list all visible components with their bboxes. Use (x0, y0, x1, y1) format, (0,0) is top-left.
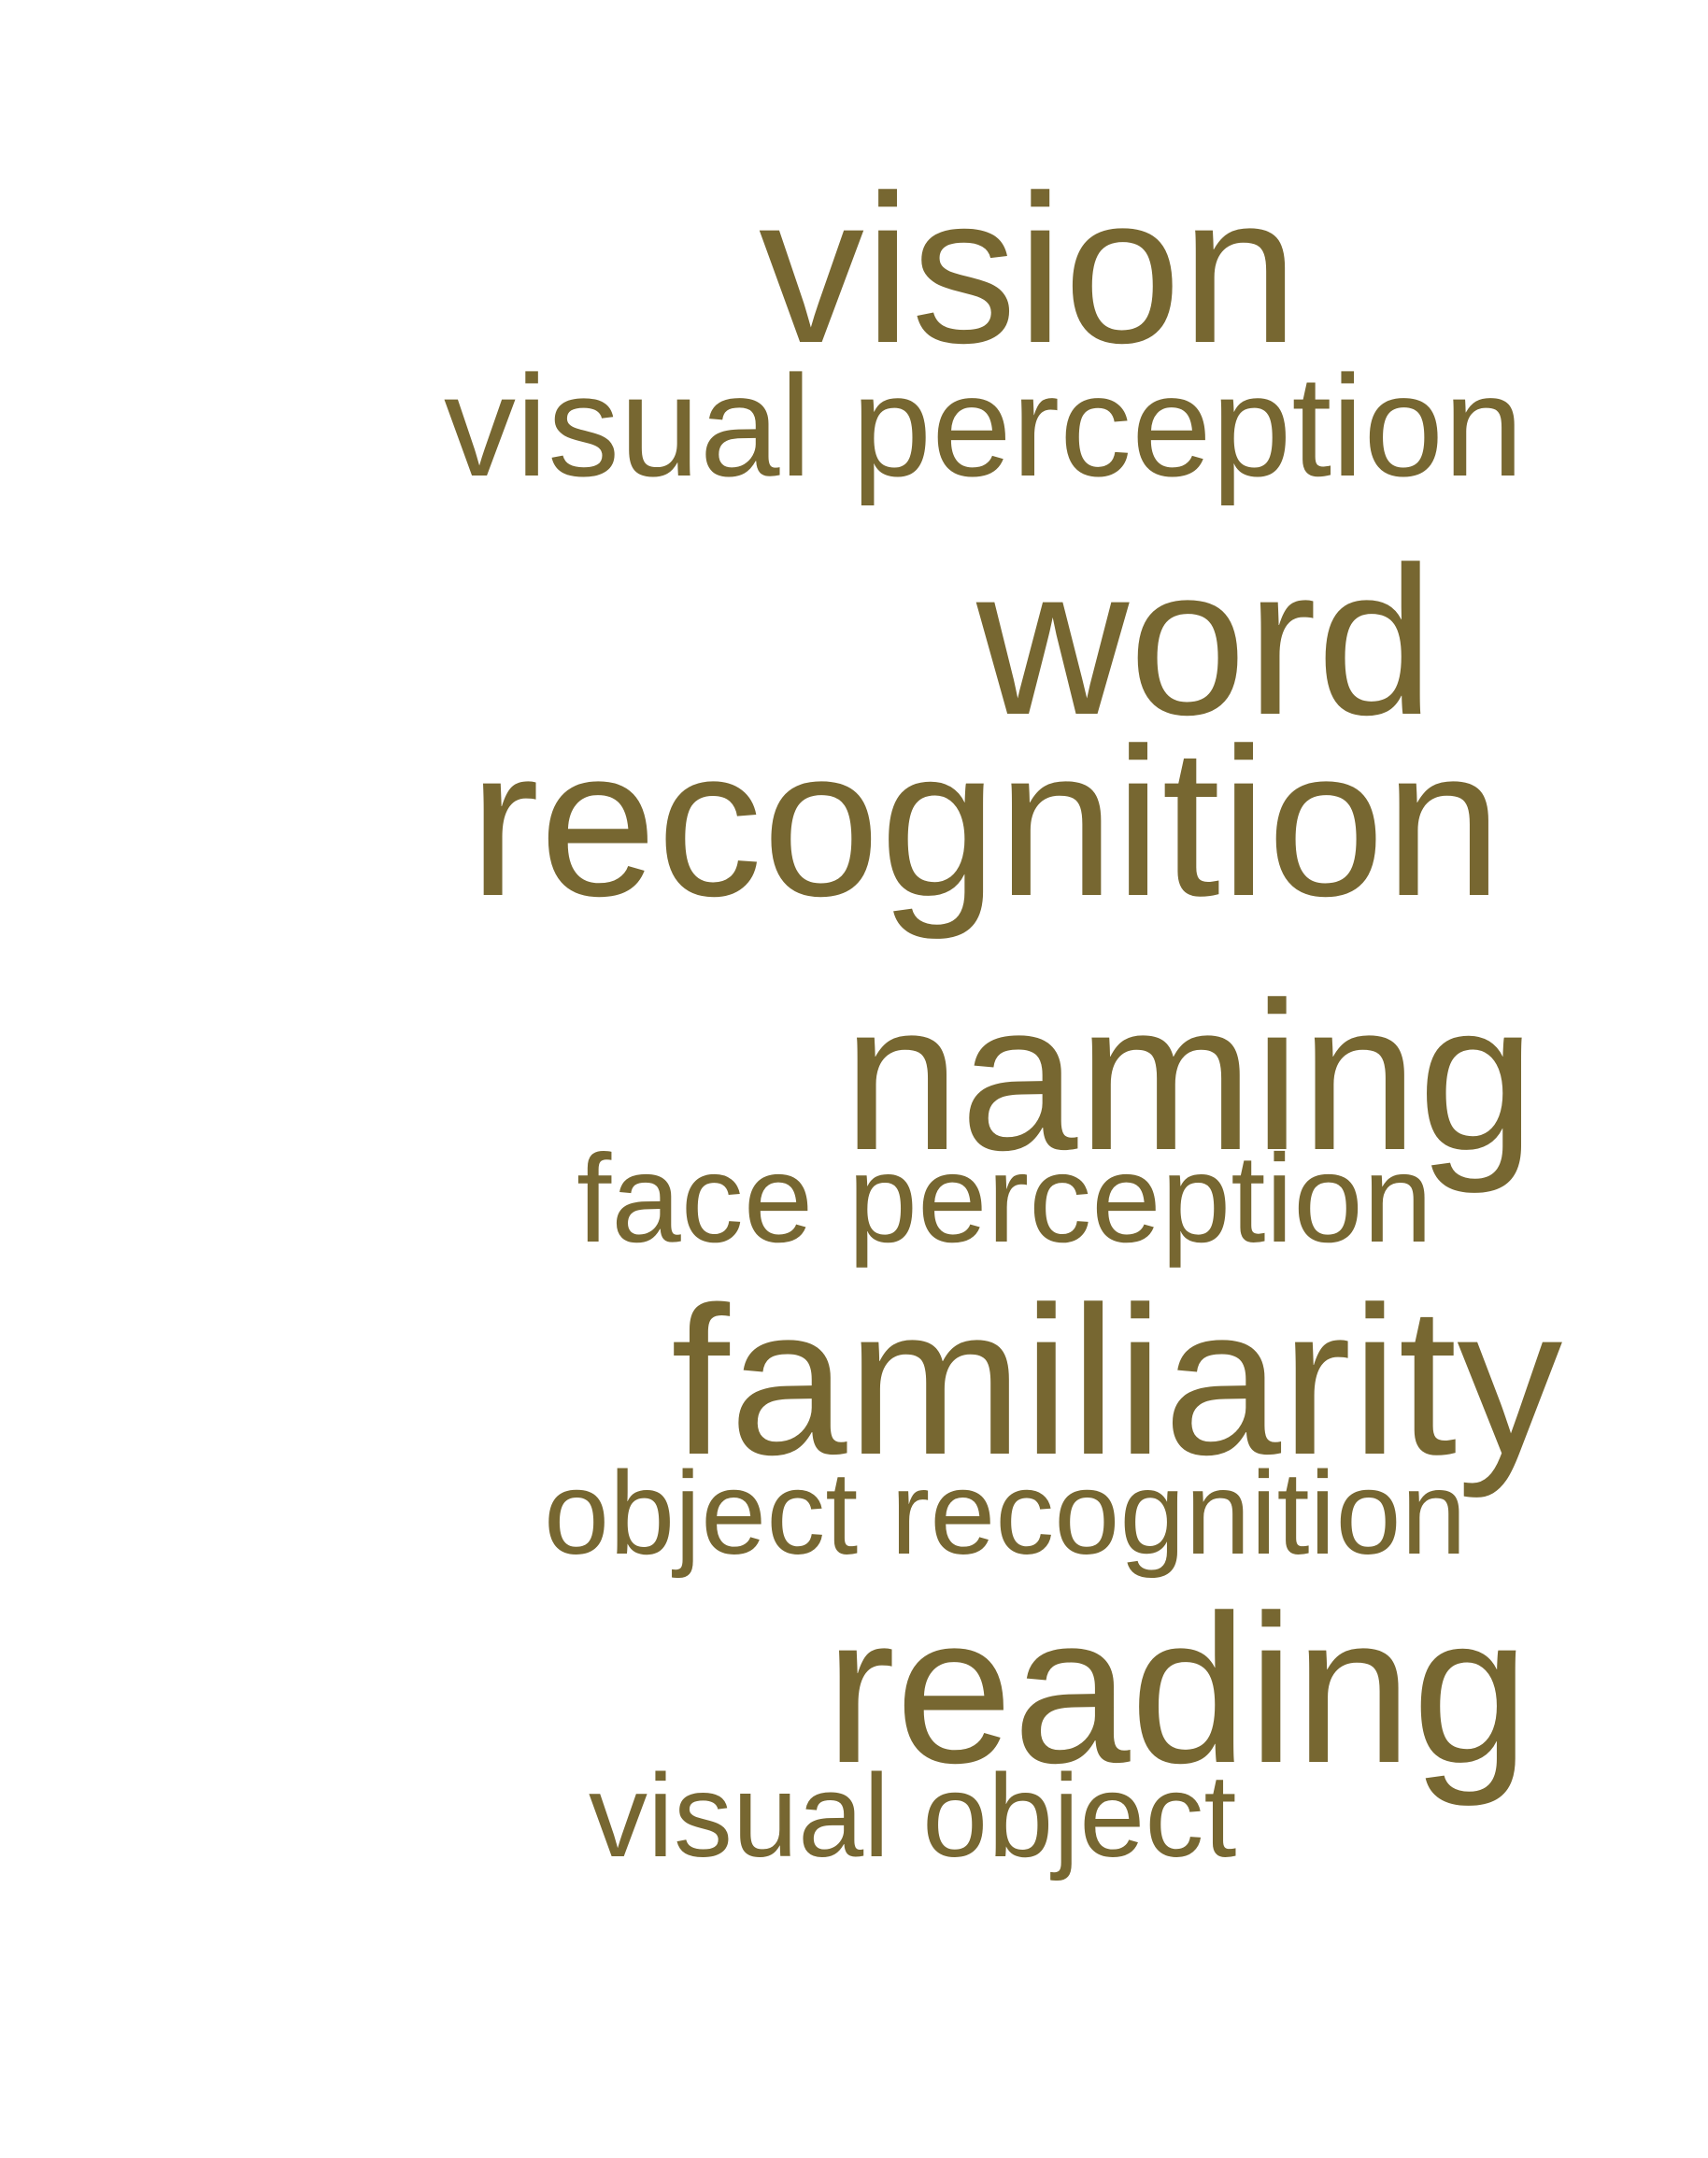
word-visual-object: visual object (589, 1750, 1237, 1881)
word-object-recognition: object recognition (544, 1447, 1467, 1579)
word-face-perception: face perception (576, 1129, 1433, 1269)
word-vision: vision (759, 150, 1299, 387)
word-familiarity: familiarity (671, 1262, 1563, 1498)
word-reading: reading (825, 1570, 1530, 1807)
word-recognition: recognition (469, 703, 1502, 940)
word-naming: naming (843, 958, 1536, 1194)
word-word: word (976, 522, 1434, 759)
word-visual-perception: visual perception (444, 346, 1524, 506)
